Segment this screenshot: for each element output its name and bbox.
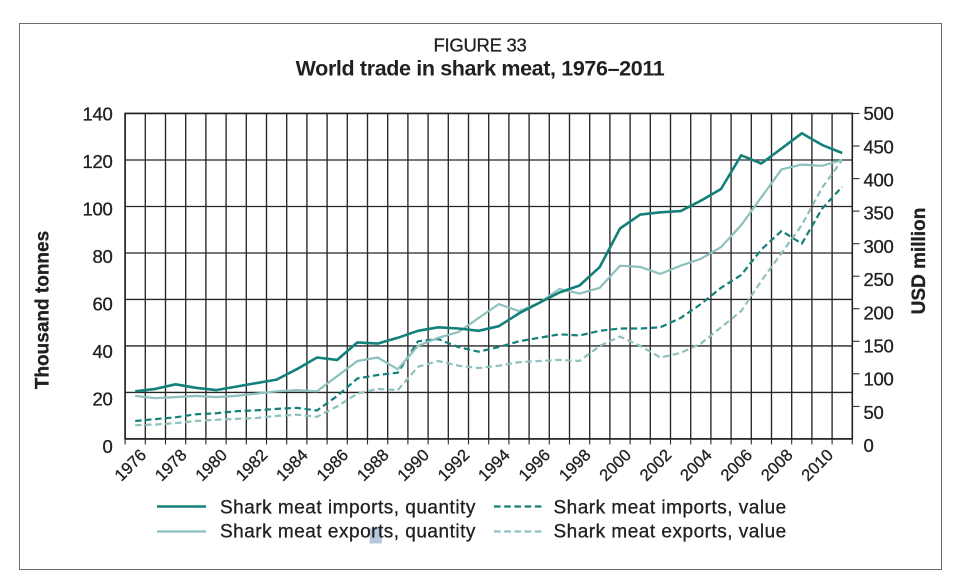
svg-text:1982: 1982 (233, 446, 272, 485)
svg-text:200: 200 (864, 302, 894, 323)
svg-text:0: 0 (864, 435, 874, 456)
svg-text:350: 350 (864, 203, 894, 224)
svg-text:400: 400 (864, 170, 894, 191)
svg-text:40: 40 (93, 341, 113, 362)
svg-text:0: 0 (103, 436, 113, 457)
svg-text:1998: 1998 (556, 446, 595, 485)
svg-text:20: 20 (93, 389, 113, 410)
svg-text:250: 250 (864, 269, 894, 290)
svg-text:2006: 2006 (717, 446, 756, 485)
svg-text:USD million: USD million (909, 208, 930, 315)
svg-text:2010: 2010 (798, 446, 837, 485)
svg-text:80: 80 (93, 246, 113, 267)
svg-text:World trade in shark meat, 197: World trade in shark meat, 1976–2011 (296, 57, 665, 81)
svg-text:60: 60 (93, 294, 113, 315)
svg-text:1976: 1976 (111, 446, 150, 485)
svg-text:140: 140 (83, 104, 113, 125)
svg-text:50: 50 (864, 402, 884, 423)
svg-text:2002: 2002 (637, 446, 676, 485)
svg-text:Shark meat imports, value: Shark meat imports, value (554, 498, 787, 519)
svg-text:1986: 1986 (313, 446, 352, 485)
svg-text:2000: 2000 (596, 446, 635, 485)
svg-text:1988: 1988 (354, 446, 393, 485)
svg-text:1980: 1980 (192, 446, 231, 485)
svg-text:1984: 1984 (273, 446, 312, 485)
svg-text:2008: 2008 (758, 446, 797, 485)
svg-text:1994: 1994 (475, 446, 514, 485)
svg-text:300: 300 (864, 236, 894, 257)
svg-text:1992: 1992 (435, 446, 474, 485)
svg-text:1990: 1990 (394, 446, 433, 485)
svg-text:2004: 2004 (677, 446, 716, 485)
svg-text:120: 120 (83, 151, 113, 172)
svg-text:FIGURE 33: FIGURE 33 (434, 35, 527, 56)
svg-text:Shark meat imports, quantity: Shark meat imports, quantity (220, 498, 476, 519)
svg-text:150: 150 (864, 336, 894, 357)
svg-text:450: 450 (864, 136, 894, 157)
svg-text:Shark meat exports, value: Shark meat exports, value (554, 522, 787, 543)
svg-text:100: 100 (864, 369, 894, 390)
svg-text:Shark meat exports, quantity: Shark meat exports, quantity (220, 522, 476, 543)
svg-text:1996: 1996 (515, 446, 554, 485)
svg-text:500: 500 (864, 103, 894, 124)
svg-text:100: 100 (83, 199, 113, 220)
svg-text:Thousand tonnes: Thousand tonnes (33, 231, 54, 389)
svg-text:1978: 1978 (152, 446, 191, 485)
